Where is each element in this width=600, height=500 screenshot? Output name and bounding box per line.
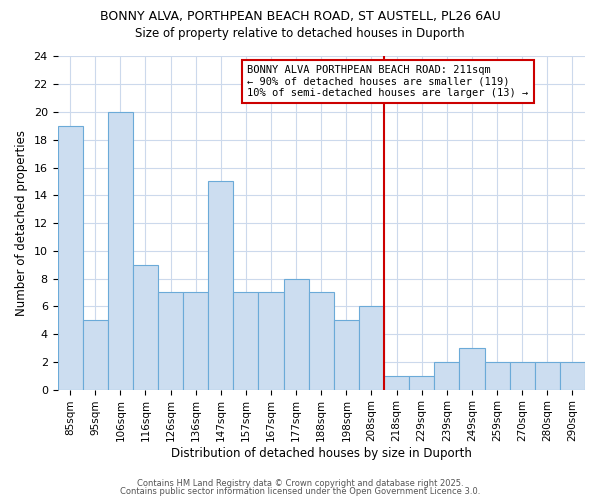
Text: Size of property relative to detached houses in Duporth: Size of property relative to detached ho…	[135, 28, 465, 40]
Bar	[208, 182, 233, 390]
Bar	[409, 376, 434, 390]
Bar	[233, 292, 259, 390]
Bar	[259, 292, 284, 390]
Bar	[309, 292, 334, 390]
Bar	[384, 376, 409, 390]
Bar	[284, 278, 309, 390]
Bar	[83, 320, 108, 390]
Bar	[158, 292, 183, 390]
Bar	[560, 362, 585, 390]
Bar	[108, 112, 133, 390]
Bar	[460, 348, 485, 390]
Text: Contains HM Land Registry data © Crown copyright and database right 2025.: Contains HM Land Registry data © Crown c…	[137, 478, 463, 488]
Bar	[359, 306, 384, 390]
Text: BONNY ALVA PORTHPEAN BEACH ROAD: 211sqm
← 90% of detached houses are smaller (11: BONNY ALVA PORTHPEAN BEACH ROAD: 211sqm …	[247, 65, 529, 98]
Bar	[58, 126, 83, 390]
Bar	[183, 292, 208, 390]
X-axis label: Distribution of detached houses by size in Duporth: Distribution of detached houses by size …	[171, 447, 472, 460]
Bar	[485, 362, 509, 390]
Bar	[535, 362, 560, 390]
Y-axis label: Number of detached properties: Number of detached properties	[15, 130, 28, 316]
Bar	[509, 362, 535, 390]
Text: Contains public sector information licensed under the Open Government Licence 3.: Contains public sector information licen…	[120, 487, 480, 496]
Bar	[334, 320, 359, 390]
Text: BONNY ALVA, PORTHPEAN BEACH ROAD, ST AUSTELL, PL26 6AU: BONNY ALVA, PORTHPEAN BEACH ROAD, ST AUS…	[100, 10, 500, 23]
Bar	[133, 264, 158, 390]
Bar	[434, 362, 460, 390]
